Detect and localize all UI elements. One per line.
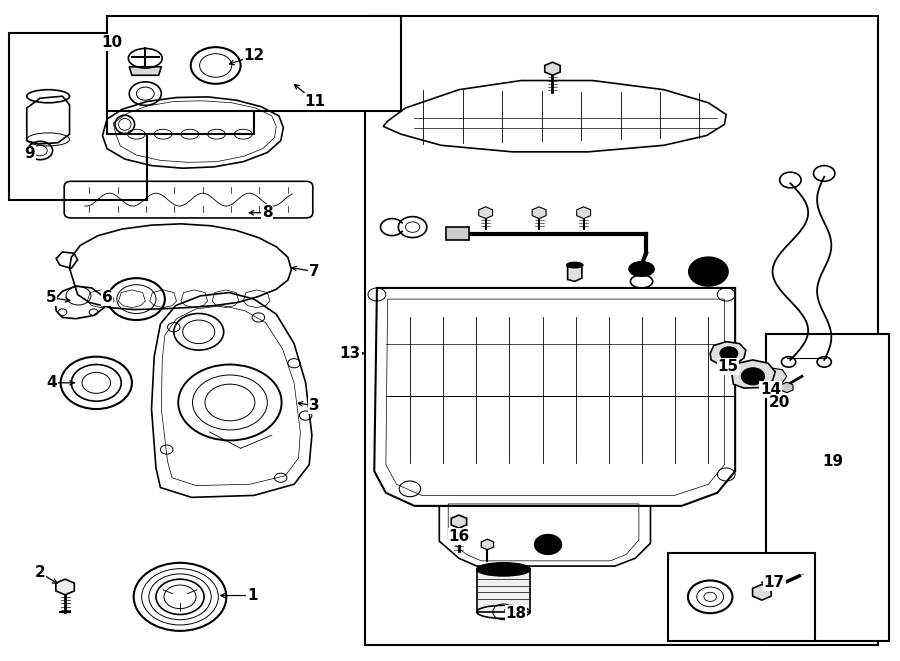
Text: 4: 4 xyxy=(47,375,57,391)
Polygon shape xyxy=(479,207,492,219)
Text: 10: 10 xyxy=(101,35,122,50)
Text: 5: 5 xyxy=(46,290,56,305)
Circle shape xyxy=(742,368,764,385)
Text: 3: 3 xyxy=(310,399,320,413)
Polygon shape xyxy=(577,207,590,219)
Ellipse shape xyxy=(477,563,530,576)
Polygon shape xyxy=(451,515,466,528)
Bar xyxy=(9,33,147,200)
Text: 13: 13 xyxy=(339,346,361,361)
Text: 12: 12 xyxy=(243,48,265,63)
Polygon shape xyxy=(482,539,493,550)
Polygon shape xyxy=(780,382,793,393)
Polygon shape xyxy=(56,579,75,595)
Text: 9: 9 xyxy=(24,146,35,161)
Text: 11: 11 xyxy=(304,94,325,109)
Polygon shape xyxy=(477,569,530,612)
Text: 18: 18 xyxy=(506,605,526,621)
Text: 14: 14 xyxy=(760,382,781,397)
Ellipse shape xyxy=(567,262,583,268)
Text: 1: 1 xyxy=(247,588,257,603)
Polygon shape xyxy=(532,207,546,219)
Text: 8: 8 xyxy=(262,205,273,220)
Bar xyxy=(766,334,889,641)
Bar xyxy=(446,227,469,240)
Polygon shape xyxy=(130,67,161,75)
Circle shape xyxy=(535,535,562,555)
Bar xyxy=(669,553,815,641)
Polygon shape xyxy=(732,360,775,388)
Bar xyxy=(365,17,878,644)
Text: 16: 16 xyxy=(448,529,470,544)
Bar xyxy=(107,20,254,134)
Polygon shape xyxy=(568,265,582,282)
Circle shape xyxy=(720,347,738,360)
Ellipse shape xyxy=(629,262,654,276)
Text: 2: 2 xyxy=(35,565,46,580)
Polygon shape xyxy=(752,584,771,600)
Text: 6: 6 xyxy=(102,290,112,305)
Text: 7: 7 xyxy=(310,264,320,279)
Polygon shape xyxy=(770,368,787,384)
Polygon shape xyxy=(544,62,560,75)
Circle shape xyxy=(688,257,728,286)
Text: 20: 20 xyxy=(769,395,790,410)
Text: 17: 17 xyxy=(764,575,785,590)
Text: 19: 19 xyxy=(823,454,843,469)
Text: 15: 15 xyxy=(717,359,739,374)
Polygon shape xyxy=(710,342,746,364)
Bar xyxy=(107,17,401,111)
